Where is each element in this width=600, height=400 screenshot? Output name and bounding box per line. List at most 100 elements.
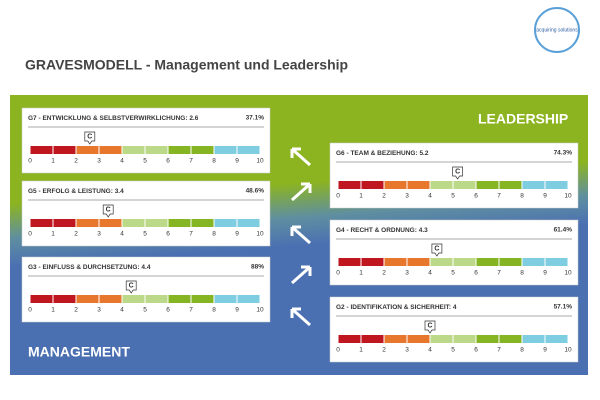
tick-label: 9 (235, 158, 239, 165)
tick-label: 0 (336, 193, 340, 200)
tick-label: 6 (474, 270, 478, 277)
tick-label: 6 (474, 347, 478, 354)
card-score: 4 (453, 304, 457, 311)
scale-segment (384, 335, 407, 343)
scale-segment (214, 146, 237, 154)
scale-segment (76, 146, 99, 154)
tick-label: 8 (212, 231, 216, 238)
scale-segment (122, 146, 145, 154)
tick-label: 10 (256, 158, 264, 165)
scale-segment (453, 181, 476, 189)
scale-segment (122, 219, 145, 227)
scale-segment (476, 258, 499, 266)
scale-segment (145, 146, 168, 154)
tick-label: 2 (74, 231, 78, 238)
scale-segment (407, 335, 430, 343)
tick-label: 4 (120, 231, 124, 238)
tick-label: 1 (359, 193, 363, 200)
card-score: 3.4 (115, 188, 124, 195)
card-title: G7 - ENTWICKLUNG & SELBSTVERWIRKLICHUNG:… (28, 115, 199, 122)
scale-segment (476, 181, 499, 189)
tick-label: 9 (235, 231, 239, 238)
tick-label: 7 (189, 158, 193, 165)
scale-segment (237, 295, 260, 303)
tick-label: 9 (543, 347, 547, 354)
scale-segment (361, 258, 384, 266)
logo-text: acquiring solutions (536, 27, 578, 33)
tick-label: 9 (543, 193, 547, 200)
marker-label: C (106, 206, 111, 213)
card-percent: 74.3% (554, 150, 573, 157)
scale-segment (545, 258, 568, 266)
tick-label: 1 (359, 347, 363, 354)
scale-segment (53, 295, 76, 303)
tick-label: 3 (405, 193, 409, 200)
card-label: G6 - TEAM & BEZIEHUNG: (336, 150, 418, 157)
tick-label: 5 (143, 158, 147, 165)
tick-label: 4 (428, 347, 432, 354)
scale-segment (30, 219, 53, 227)
tick-label: 6 (166, 307, 170, 314)
tick-label: 0 (28, 231, 32, 238)
scale-segment (30, 295, 53, 303)
scale-segment (430, 181, 453, 189)
tick-label: 8 (212, 158, 216, 165)
tick-label: 0 (28, 307, 32, 314)
scale-segment (99, 219, 122, 227)
card-percent: 37.1% (246, 115, 265, 122)
tick-label: 1 (51, 231, 55, 238)
scale-segment (168, 219, 191, 227)
scale-segment (122, 295, 145, 303)
scale-segment (499, 335, 522, 343)
tick-label: 6 (166, 158, 170, 165)
tick-label: 7 (497, 193, 501, 200)
tick-label: 7 (497, 347, 501, 354)
tick-label: 10 (256, 307, 264, 314)
scale-segment (99, 295, 122, 303)
scale-segment (384, 181, 407, 189)
tick-label: 0 (336, 270, 340, 277)
scale-segment (191, 219, 214, 227)
scale-segment (499, 181, 522, 189)
scale-segment (545, 335, 568, 343)
scale-segment (430, 335, 453, 343)
tick-label: 5 (451, 347, 455, 354)
tick-label: 0 (28, 158, 32, 165)
card-label: G3 - EINFLUSS & DURCHSETZUNG: (28, 264, 140, 271)
tick-label: 10 (564, 347, 572, 354)
card-percent: 57.1% (554, 304, 573, 311)
scale-segment (338, 335, 361, 343)
marker-label: C (427, 322, 432, 329)
tick-label: 9 (235, 307, 239, 314)
tick-label: 9 (543, 270, 547, 277)
tick-label: 6 (166, 231, 170, 238)
score-marker (102, 204, 114, 218)
tick-label: 3 (97, 231, 101, 238)
management-label: MANAGEMENT (28, 344, 130, 360)
tick-label: 10 (564, 193, 572, 200)
tick-label: 10 (256, 231, 264, 238)
card-percent: 61.4% (554, 227, 573, 234)
scale-segment (145, 295, 168, 303)
scale-segment (499, 258, 522, 266)
card-title: G3 - EINFLUSS & DURCHSETZUNG: 4.4 (28, 264, 151, 271)
scale-segment (53, 219, 76, 227)
card-score: 2.6 (189, 115, 198, 122)
tick-label: 6 (474, 193, 478, 200)
scale-segment (522, 335, 545, 343)
tick-label: 1 (359, 270, 363, 277)
scale-segment (168, 146, 191, 154)
tick-label: 8 (520, 347, 524, 354)
scale-segment (237, 219, 260, 227)
scale-segment (53, 146, 76, 154)
scale-segment (99, 146, 122, 154)
scale-segment (522, 258, 545, 266)
scale-segment (214, 219, 237, 227)
tick-label: 3 (97, 158, 101, 165)
card-title: G2 - IDENTIFIKATION & SICHERHEIT: 4 (336, 304, 457, 311)
tick-label: 10 (564, 270, 572, 277)
scale-segment (338, 181, 361, 189)
tick-label: 3 (97, 307, 101, 314)
card-title: G4 - RECHT & ORDNUNG: 4.3 (336, 227, 428, 234)
